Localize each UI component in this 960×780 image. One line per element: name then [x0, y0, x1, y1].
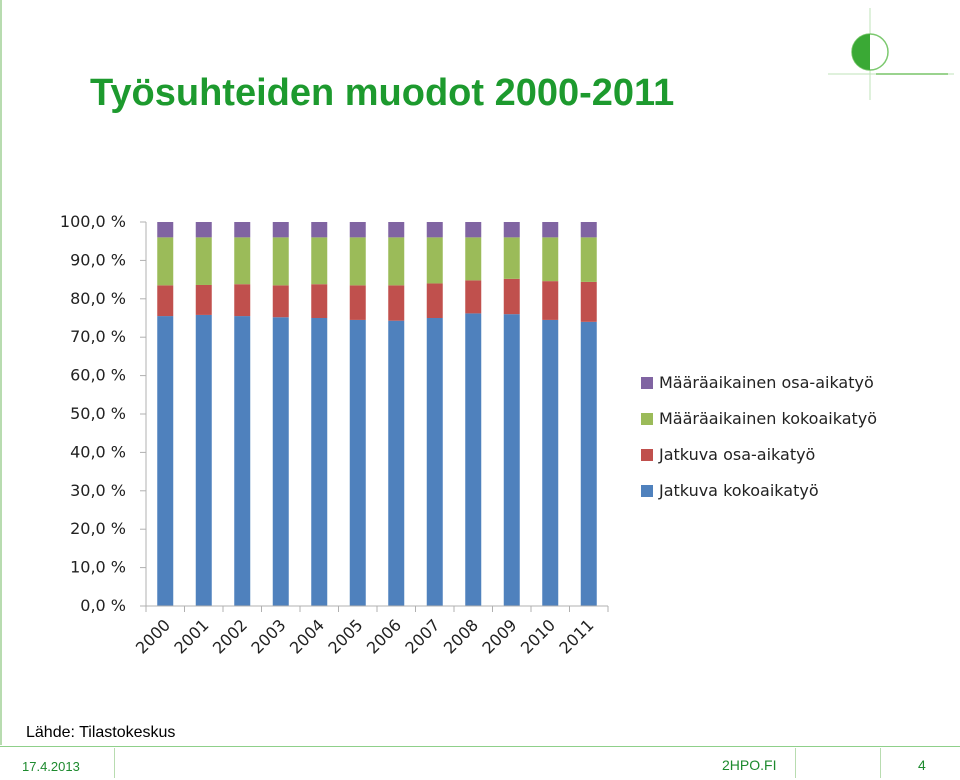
- legend-label: Määräaikainen kokoaikatyö: [659, 409, 877, 428]
- y-tick-label: 10,0 %: [70, 558, 126, 577]
- slide-title: Työsuhteiden muodot 2000-2011: [90, 72, 675, 114]
- footer-page-number: 4: [918, 757, 926, 773]
- bar-segment: [426, 318, 443, 606]
- x-tick-label: 2003: [247, 615, 289, 657]
- source-note: Lähde: Tilastokeskus: [26, 724, 176, 741]
- bar-segment: [503, 222, 520, 238]
- y-tick-label: 100,0 %: [60, 212, 126, 231]
- bar-segment: [157, 285, 174, 317]
- bar-segment: [426, 222, 443, 238]
- bar-segment: [388, 237, 405, 286]
- bar-segment: [580, 222, 597, 238]
- bar-segment: [580, 321, 597, 606]
- legend-swatch: [641, 413, 653, 425]
- x-tick-label: 2000: [132, 615, 174, 657]
- bar-segment: [311, 318, 328, 606]
- x-tick-label: 2001: [170, 615, 212, 657]
- x-tick-label: 2006: [363, 615, 405, 657]
- bar-segment: [272, 317, 289, 606]
- y-tick-label: 0,0 %: [80, 596, 126, 615]
- legend-label: Jatkuva kokoaikatyö: [658, 481, 819, 500]
- x-tick-label: 2010: [517, 615, 559, 657]
- legend-label: Määräaikainen osa-aikatyö: [659, 373, 874, 392]
- y-tick-label: 30,0 %: [70, 481, 126, 500]
- bar-segment: [542, 222, 559, 238]
- x-tick-label: 2011: [555, 615, 597, 657]
- bar-segment: [426, 237, 443, 284]
- bar-segment: [465, 313, 482, 606]
- bar-segment: [195, 237, 212, 285]
- y-axis: 0,0 % 10,0 % 20,0 % 30,0 % 40,0 % 50,0 % 60,0 …: [60, 212, 147, 615]
- bar-segment: [349, 285, 366, 320]
- stacked-bar-chart: 0,0 % 10,0 % 20,0 % 30,0 % 40,0 % 50,0 % 60,0 …: [60, 212, 877, 658]
- bar-segment: [388, 320, 405, 606]
- bar-segment: [503, 237, 520, 279]
- x-tick-label: 2007: [401, 615, 443, 657]
- x-tick-label: 2005: [324, 615, 366, 657]
- bar-segment: [157, 316, 174, 606]
- y-tick-label: 50,0 %: [70, 404, 126, 423]
- bar-segment: [234, 237, 251, 285]
- bar-segment: [503, 314, 520, 606]
- bar-segment: [311, 237, 328, 285]
- bar-segment: [580, 237, 597, 282]
- footer-separator: [795, 748, 796, 778]
- y-tick-label: 70,0 %: [70, 327, 126, 346]
- y-tick-label: 90,0 %: [70, 250, 126, 269]
- x-axis: 2000200120022003200420052006200720082009…: [132, 605, 609, 658]
- bar-segment: [195, 222, 212, 238]
- x-tick-label: 2009: [478, 615, 520, 657]
- bar-segment: [311, 284, 328, 318]
- bar-segment: [388, 222, 405, 238]
- x-tick-label: 2002: [209, 615, 251, 657]
- bar-segment: [157, 222, 174, 238]
- company-logo: [828, 8, 954, 100]
- bar-segment: [311, 222, 328, 238]
- bar-segment: [272, 222, 289, 238]
- bars: [157, 222, 597, 606]
- bar-segment: [388, 285, 405, 321]
- bar-segment: [195, 314, 212, 606]
- bar-segment: [465, 222, 482, 238]
- bar-segment: [580, 281, 597, 322]
- legend-swatch: [641, 377, 653, 389]
- bar-segment: [426, 283, 443, 318]
- bar-segment: [272, 285, 289, 318]
- bar-segment: [542, 237, 559, 282]
- y-tick-label: 60,0 %: [70, 366, 126, 385]
- bar-segment: [195, 284, 212, 315]
- y-tick-label: 40,0 %: [70, 442, 126, 461]
- x-tick-label: 2004: [286, 615, 328, 657]
- bar-segment: [542, 281, 559, 320]
- bar-segment: [349, 222, 366, 238]
- bar-segment: [465, 280, 482, 314]
- bar-segment: [234, 222, 251, 238]
- bar-segment: [234, 316, 251, 606]
- bar-segment: [272, 237, 289, 286]
- legend-label: Jatkuva osa-aikatyö: [658, 445, 815, 464]
- bar-segment: [349, 319, 366, 606]
- bar-segment: [503, 278, 520, 315]
- footer-rule: [0, 746, 960, 747]
- y-tick-label: 80,0 %: [70, 289, 126, 308]
- footer-separator: [114, 748, 115, 778]
- legend-swatch: [641, 449, 653, 461]
- footer-date: 17.4.2013: [22, 759, 80, 774]
- footer-site: 2HPO.FI: [722, 757, 777, 773]
- bar-segment: [157, 237, 174, 286]
- bar-segment: [542, 319, 559, 606]
- footer-separator: [880, 748, 881, 778]
- bar-segment: [234, 284, 251, 317]
- bar-segment: [349, 237, 366, 286]
- legend-swatch: [641, 485, 653, 497]
- bar-segment: [465, 237, 482, 281]
- legend: Määräaikainen osa-aikatyö Määräaikainen k…: [641, 373, 877, 500]
- x-tick-label: 2008: [440, 615, 482, 657]
- y-tick-label: 20,0 %: [70, 519, 126, 538]
- left-border-rule: [0, 0, 2, 745]
